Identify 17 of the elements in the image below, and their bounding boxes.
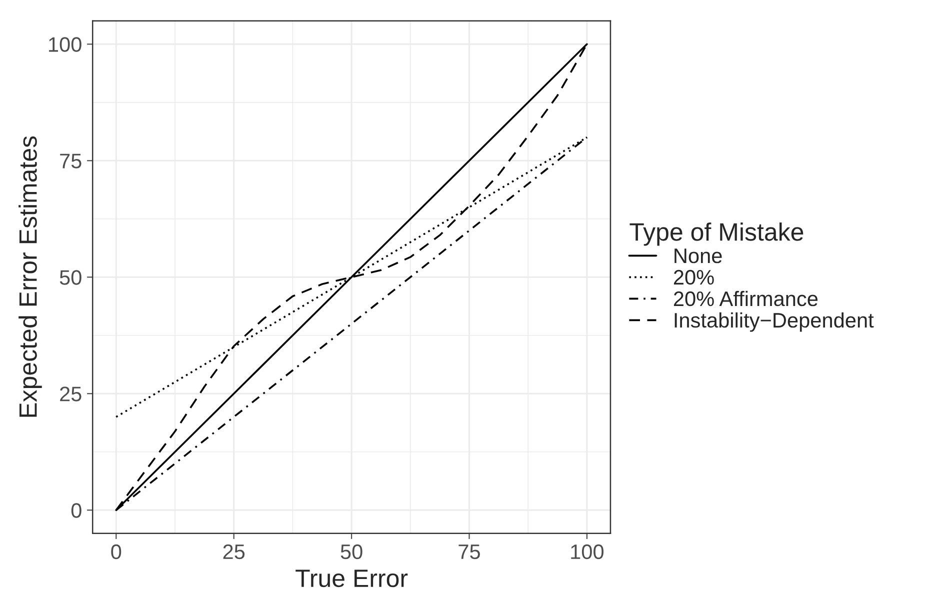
y-tick-label: 25 [60,386,82,402]
x-tick-label: 0 [111,544,122,560]
legend-label: 20% [674,270,714,285]
y-tick-label: 75 [60,154,82,168]
x-tick-label: 75 [458,544,480,560]
x-tick-label: 100 [571,544,604,560]
x-tick-label: 50 [340,544,362,560]
x-tick-label: 25 [223,544,245,560]
legend-title: Type of Mistake [630,222,804,246]
legend-label: Instability−Dependent [674,312,874,332]
y-tick-label: 0 [71,503,82,518]
legend-label: 20% Affirmance [674,290,818,306]
legend-label: None [674,248,722,264]
y-axis-title: Expected Error Estimates [18,136,42,417]
y-tick-label: 100 [49,37,82,52]
x-axis-title: True Error [296,570,408,588]
y-tick-label: 50 [60,270,82,285]
